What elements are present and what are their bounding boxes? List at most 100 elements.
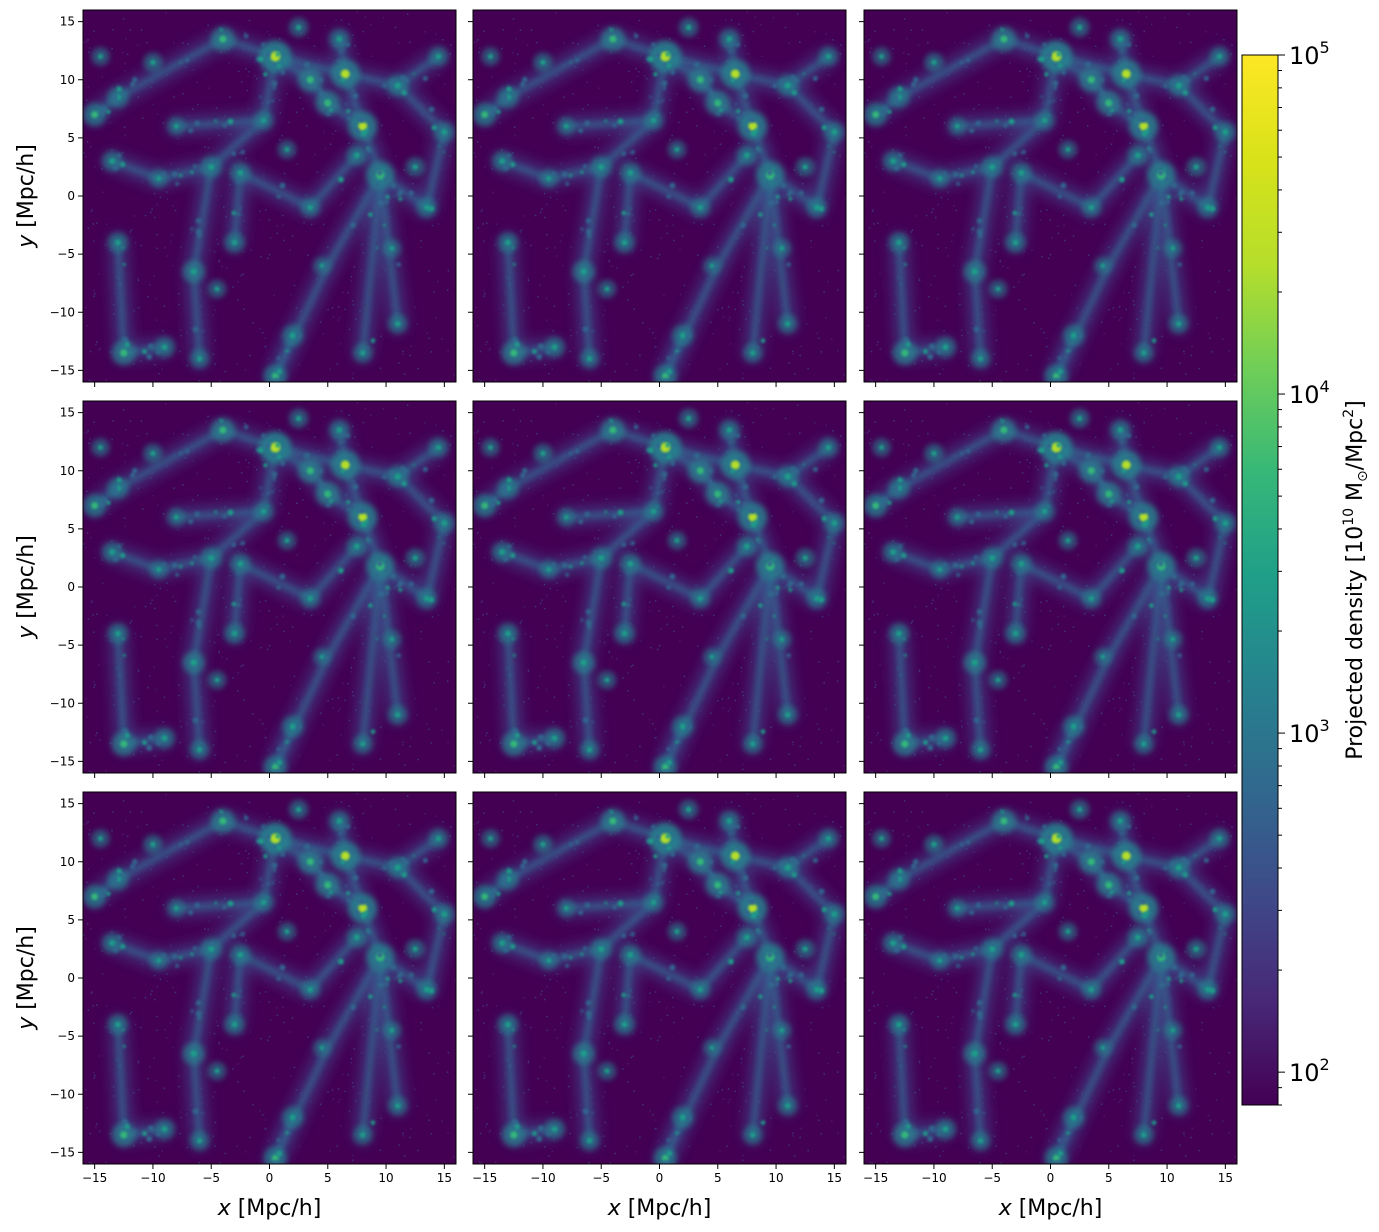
clump	[1077, 332, 1083, 339]
speckle	[676, 93, 678, 95]
speckle	[619, 96, 622, 98]
speckle	[968, 43, 970, 45]
speckle	[1228, 741, 1230, 743]
speckle	[390, 198, 392, 200]
clump	[491, 106, 497, 112]
speckle	[1087, 516, 1089, 518]
filament	[698, 544, 749, 601]
halo-center	[1100, 263, 1106, 269]
halo-center	[219, 426, 227, 434]
speckle	[478, 379, 480, 381]
speckle	[608, 525, 610, 527]
clump	[730, 469, 735, 474]
speckle	[480, 210, 483, 212]
speckle	[149, 675, 151, 677]
speckle	[197, 103, 199, 106]
speckle	[931, 211, 933, 214]
speckle	[1129, 414, 1131, 416]
halo-center	[896, 239, 902, 246]
speckle	[713, 24, 716, 27]
speckle	[1100, 321, 1103, 323]
clump	[276, 759, 283, 766]
clump	[774, 568, 779, 573]
speckle	[435, 424, 437, 426]
speckle	[799, 432, 801, 434]
speckle	[989, 87, 991, 89]
speckle	[556, 198, 559, 200]
clump	[1052, 80, 1059, 87]
clump	[960, 174, 964, 178]
clump	[903, 727, 908, 732]
clump	[788, 588, 793, 592]
speckle	[779, 133, 781, 136]
speckle	[443, 83, 446, 86]
clump	[666, 759, 673, 766]
speckle	[562, 204, 564, 207]
clump	[754, 128, 759, 133]
filament	[972, 269, 983, 361]
speckle	[323, 912, 325, 915]
speckle	[530, 244, 532, 247]
clump	[976, 218, 983, 224]
speckle	[268, 610, 271, 612]
speckle	[1133, 425, 1135, 428]
speckle	[414, 306, 416, 309]
clump	[1109, 100, 1112, 103]
speckle	[704, 544, 706, 547]
clump	[522, 467, 528, 474]
halo-center	[748, 512, 758, 522]
speckle	[1144, 225, 1147, 227]
speckle	[156, 113, 159, 115]
clump	[937, 741, 942, 746]
speckle	[1134, 578, 1137, 581]
clump	[257, 56, 264, 63]
speckle	[398, 362, 400, 364]
clump	[1110, 108, 1114, 112]
halo-center	[540, 450, 546, 457]
halo-center	[1216, 444, 1223, 451]
clump	[669, 182, 676, 189]
clump	[719, 499, 723, 503]
clump	[990, 550, 995, 555]
speckle	[428, 337, 430, 340]
clump	[880, 502, 886, 508]
speckle	[208, 869, 210, 871]
speckle	[123, 126, 126, 128]
speckle	[516, 53, 519, 56]
clump	[973, 717, 980, 724]
speckle	[654, 728, 657, 730]
speckle	[1160, 758, 1163, 760]
speckle	[927, 41, 929, 44]
clump	[728, 50, 732, 54]
speckle	[1184, 373, 1187, 375]
speckle	[409, 41, 411, 43]
speckle	[380, 335, 382, 337]
clump	[670, 68, 674, 71]
speckle	[129, 420, 132, 422]
speckle	[207, 415, 209, 418]
speckle	[914, 215, 917, 217]
speckle	[1104, 223, 1106, 226]
speckle	[722, 316, 725, 318]
speckle	[731, 201, 733, 204]
speckle	[1138, 443, 1141, 446]
clump	[546, 350, 551, 355]
speckle	[389, 133, 391, 136]
speckle	[658, 644, 661, 647]
speckle	[993, 314, 995, 316]
clump	[146, 744, 153, 751]
speckle	[108, 116, 111, 119]
speckle	[169, 631, 172, 634]
speckle	[430, 742, 433, 744]
clump	[1165, 591, 1170, 596]
speckle	[443, 865, 446, 868]
clump	[772, 474, 777, 480]
clump	[750, 130, 757, 137]
speckle	[112, 420, 114, 422]
speckle	[945, 638, 947, 640]
speckle	[218, 1041, 220, 1044]
speckle	[604, 339, 607, 342]
clump	[1209, 497, 1216, 504]
speckle	[388, 488, 390, 490]
speckle	[802, 573, 804, 576]
